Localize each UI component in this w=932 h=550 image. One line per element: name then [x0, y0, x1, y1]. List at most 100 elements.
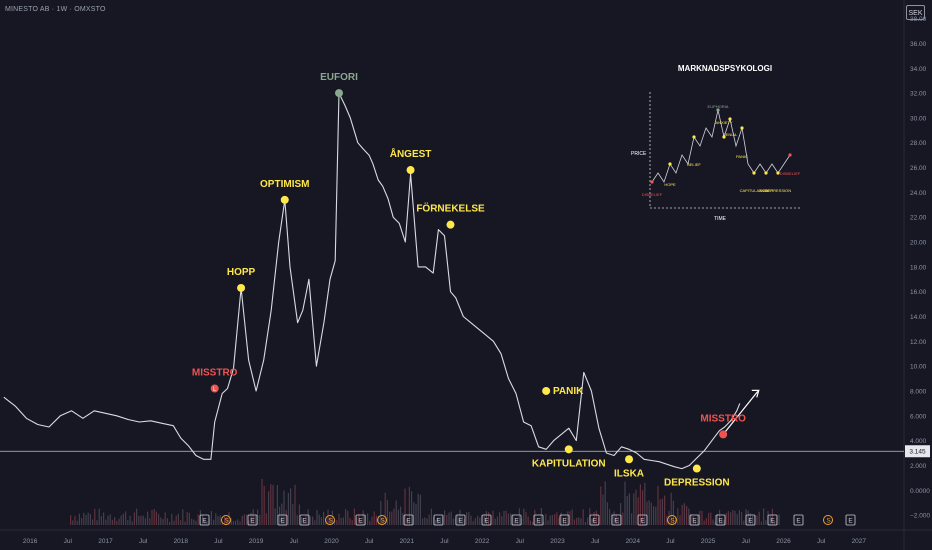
- x-tick-label: Jul: [666, 538, 675, 545]
- volume-bar: [257, 509, 259, 525]
- volume-bar: [734, 510, 736, 525]
- volume-bar: [197, 514, 199, 525]
- event-badge-label: S: [328, 518, 333, 525]
- inset-stage-dot: [764, 171, 768, 175]
- inset-stage-dot: [650, 180, 654, 184]
- volume-bar: [272, 484, 274, 525]
- volume-bar: [195, 520, 197, 525]
- volume-bar: [327, 509, 329, 525]
- inset-curve: [651, 109, 791, 183]
- marker-dot: [564, 445, 573, 454]
- volume-bar: [758, 511, 760, 525]
- volume-bar: [617, 517, 619, 525]
- volume-bar: [430, 508, 432, 525]
- volume-bar: [158, 514, 160, 525]
- volume-bar: [404, 488, 406, 525]
- volume-bar: [184, 521, 186, 525]
- marker-label: HOPP: [227, 267, 256, 278]
- event-badge-label: S: [224, 518, 229, 525]
- earnings-badge: [455, 514, 466, 526]
- volume-bar: [318, 514, 320, 525]
- volume-bar: [206, 521, 208, 525]
- volume-bar: [547, 520, 549, 525]
- volume-bar: [224, 515, 226, 525]
- inset-stage-dot: [716, 108, 720, 112]
- volume-bar: [444, 510, 446, 525]
- volume-bar: [741, 512, 743, 525]
- volume-bar: [111, 519, 113, 525]
- inset-stage-label: HOPE: [664, 182, 676, 187]
- trend-arrow: [722, 391, 759, 435]
- volume-bar: [534, 509, 536, 525]
- y-tick-label: 24.00: [910, 190, 927, 197]
- volume-bar: [635, 489, 637, 525]
- volume-bar: [756, 515, 758, 525]
- volume-bar: [371, 516, 373, 525]
- volume-bar: [719, 509, 721, 525]
- volume-bar: [338, 513, 340, 525]
- x-tick-label: Jul: [214, 538, 223, 545]
- volume-bar: [441, 516, 443, 525]
- y-tick-label: 38.00: [910, 16, 927, 23]
- volume-bar: [83, 512, 85, 525]
- currency-button[interactable]: SEK: [906, 5, 925, 20]
- volume-bar: [270, 484, 272, 525]
- volume-bar: [677, 508, 679, 525]
- event-badge-label: E: [770, 518, 775, 525]
- volume-bar: [261, 478, 263, 525]
- volume-bar: [298, 504, 300, 525]
- volume-bar: [78, 513, 80, 525]
- arrow-head: [751, 389, 760, 398]
- volume-bar: [323, 511, 325, 525]
- volume-bar: [538, 519, 540, 525]
- y-tick-label: 16.00: [910, 289, 927, 296]
- volume-bar: [268, 491, 270, 525]
- volume-bar: [274, 508, 276, 525]
- event-badge-label: E: [406, 518, 411, 525]
- earnings-badge: [845, 514, 856, 526]
- volume-bar: [466, 512, 468, 525]
- event-badge-label: E: [562, 518, 567, 525]
- earnings-badge: [745, 514, 756, 526]
- event-badge-label: S: [670, 518, 675, 525]
- inset-stage-label: PANIC: [736, 154, 748, 159]
- volume-bar: [138, 515, 140, 525]
- earnings-badge: [589, 514, 600, 526]
- y-tick-label: 8.000: [910, 388, 927, 395]
- volume-bar: [186, 512, 188, 525]
- volume-bar: [296, 515, 298, 525]
- volume-bar: [439, 517, 441, 525]
- earnings-badge: [403, 514, 414, 526]
- volume-bar: [626, 496, 628, 525]
- x-tick-label: 2020: [324, 538, 339, 545]
- volume-bar: [235, 520, 237, 525]
- volume-bar: [279, 506, 281, 525]
- y-tick-label: 20.00: [910, 240, 927, 247]
- volume-bar: [389, 511, 391, 525]
- volume-bar: [334, 520, 336, 525]
- volume-bar: [628, 493, 630, 525]
- volume-bar: [738, 510, 740, 525]
- volume-bar: [386, 499, 388, 525]
- marker-label: PANIK: [553, 386, 584, 397]
- volume-bar: [492, 510, 494, 525]
- volume-bar: [87, 512, 89, 525]
- volume-bar: [347, 510, 349, 525]
- volume-bar: [653, 506, 655, 525]
- volume-bar: [349, 518, 351, 525]
- volume-bar: [747, 510, 749, 525]
- volume-bar: [76, 520, 78, 525]
- volume-bar: [105, 519, 107, 525]
- volume-bar: [512, 515, 514, 525]
- volume-bar: [655, 506, 657, 525]
- inset-stage-label: EUPHORIA: [708, 104, 729, 109]
- y-tick-label: 10.00: [910, 364, 927, 371]
- volume-bar: [518, 508, 520, 525]
- volume-bar: [395, 500, 397, 525]
- volume-bar: [182, 509, 184, 525]
- volume-bar: [494, 518, 496, 525]
- volume-bar: [356, 517, 358, 525]
- volume-bar: [496, 516, 498, 525]
- marker-label: ÅNGEST: [390, 147, 432, 160]
